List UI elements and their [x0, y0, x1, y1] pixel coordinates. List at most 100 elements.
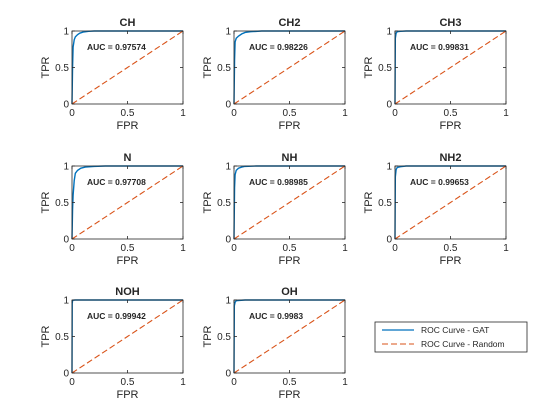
x-axis-label: FPR: [440, 120, 462, 132]
x-axis-label: FPR: [117, 120, 139, 132]
y-axis-label: TPR: [40, 325, 52, 347]
panel-title: NH2: [439, 152, 461, 164]
auc-annotation: AUC = 0.9983: [249, 311, 303, 321]
y-tick-label: 0: [225, 369, 231, 380]
y-tick-label: 0.5: [217, 198, 231, 209]
y-axis-label: TPR: [40, 56, 52, 78]
legend: ROC Curve - GAT ROC Curve - Random: [374, 321, 528, 353]
y-tick-label: 0: [225, 235, 231, 246]
x-tick-label: 0.5: [283, 108, 297, 119]
x-axis-label: FPR: [440, 255, 462, 267]
y-axis-label: TPR: [363, 56, 375, 78]
y-axis-label: TPR: [363, 191, 375, 213]
roc-panel-ch: 00 0.5 0.5 1 1 CH FPR TPR AUC = 0.97574: [40, 17, 186, 132]
panel-title: NH: [282, 152, 298, 164]
roc-panel-n: 00 0.5 0.5 1 1 N FPR TPR AUC = 0.97708: [40, 152, 186, 267]
y-tick-label: 0: [225, 100, 231, 111]
y-tick-label: 1: [225, 162, 231, 173]
roc-curve-random: [71, 165, 184, 240]
auc-annotation: AUC = 0.99942: [87, 311, 146, 321]
x-tick-label: 0.5: [283, 377, 297, 388]
roc-curve-random: [394, 30, 507, 105]
x-tick-label: 0: [231, 108, 237, 119]
panel-title: OH: [281, 286, 298, 298]
y-tick-label: 0: [63, 369, 69, 380]
x-tick-label: 0.5: [444, 243, 458, 254]
y-tick-label: 1: [386, 162, 392, 173]
roc-panel-ch3: 00 0.5 0.5 1 1 CH3 FPR TPR AUC = 0.99831: [363, 17, 509, 132]
panel-title: NOH: [115, 286, 140, 298]
x-tick-label: 0.5: [121, 377, 135, 388]
auc-annotation: AUC = 0.98226: [249, 42, 308, 52]
panel-title: CH2: [278, 17, 300, 29]
auc-annotation: AUC = 0.99831: [410, 42, 469, 52]
roc-panel-oh: 00 0.5 0.5 1 1 OH FPR TPR AUC = 0.9983: [202, 286, 348, 401]
y-tick-label: 0: [63, 100, 69, 111]
x-tick-label: 1: [503, 243, 509, 254]
legend-box: [374, 321, 528, 353]
x-tick-label: 1: [342, 108, 348, 119]
y-axis-label: TPR: [202, 56, 214, 78]
x-tick-label: 0.5: [121, 108, 135, 119]
y-tick-label: 0.5: [55, 332, 69, 343]
x-tick-label: 0: [392, 243, 398, 254]
y-tick-label: 0.5: [55, 198, 69, 209]
y-tick-label: 0: [63, 235, 69, 246]
x-tick-label: 1: [180, 243, 186, 254]
y-axis-label: TPR: [202, 325, 214, 347]
y-tick-label: 1: [63, 27, 69, 38]
x-tick-label: 1: [342, 377, 348, 388]
auc-annotation: AUC = 0.97574: [87, 42, 146, 52]
x-tick-label: 1: [342, 243, 348, 254]
panel-title: N: [124, 152, 132, 164]
x-tick-label: 0.5: [444, 108, 458, 119]
y-axis-label: TPR: [40, 191, 52, 213]
x-tick-label: 0.5: [121, 243, 135, 254]
legend-gat-label: ROC Curve - GAT: [421, 325, 489, 335]
y-tick-label: 0.5: [378, 198, 392, 209]
panel-title: CH3: [439, 17, 461, 29]
y-tick-label: 0.5: [55, 63, 69, 74]
roc-panel-ch2: 00 0.5 0.5 1 1 CH2 FPR TPR AUC = 0.98226: [202, 17, 348, 132]
y-axis-label: TPR: [202, 191, 214, 213]
panel-title: CH: [120, 17, 136, 29]
x-tick-label: 0: [69, 377, 75, 388]
x-tick-label: 0: [69, 243, 75, 254]
legend-random-label: ROC Curve - Random: [421, 339, 505, 349]
roc-curve-random: [394, 165, 507, 240]
roc-panel-nh2: 00 0.5 0.5 1 1 NH2 FPR TPR AUC = 0.99653: [363, 152, 509, 267]
y-tick-label: 1: [63, 162, 69, 173]
x-tick-label: 0: [231, 377, 237, 388]
x-tick-label: 1: [180, 108, 186, 119]
y-tick-label: 0.5: [217, 63, 231, 74]
x-axis-label: FPR: [279, 120, 301, 132]
y-tick-label: 1: [386, 27, 392, 38]
roc-curve-random: [71, 30, 184, 105]
x-axis-label: FPR: [117, 389, 139, 401]
x-tick-label: 0.5: [283, 243, 297, 254]
auc-annotation: AUC = 0.98985: [249, 177, 308, 187]
x-tick-label: 0: [231, 243, 237, 254]
x-axis-label: FPR: [117, 255, 139, 267]
auc-annotation: AUC = 0.99653: [410, 177, 469, 187]
roc-curve-random: [233, 299, 346, 374]
roc-panel-noh: 00 0.5 0.5 1 1 NOH FPR TPR AUC = 0.99942: [40, 286, 186, 401]
roc-curve-random: [233, 165, 346, 240]
roc-curve-random: [71, 299, 184, 374]
y-tick-label: 1: [225, 27, 231, 38]
x-tick-label: 1: [503, 108, 509, 119]
y-tick-label: 0.5: [378, 63, 392, 74]
y-tick-label: 1: [63, 296, 69, 307]
roc-curve-random: [233, 30, 346, 105]
x-axis-label: FPR: [279, 389, 301, 401]
roc-panel-nh: 00 0.5 0.5 1 1 NH FPR TPR AUC = 0.98985: [202, 152, 348, 267]
auc-annotation: AUC = 0.97708: [87, 177, 146, 187]
y-tick-label: 0: [386, 235, 392, 246]
x-axis-label: FPR: [279, 255, 301, 267]
x-tick-label: 0: [69, 108, 75, 119]
y-tick-label: 0: [386, 100, 392, 111]
y-tick-label: 0.5: [217, 332, 231, 343]
y-tick-label: 1: [225, 296, 231, 307]
x-tick-label: 0: [392, 108, 398, 119]
